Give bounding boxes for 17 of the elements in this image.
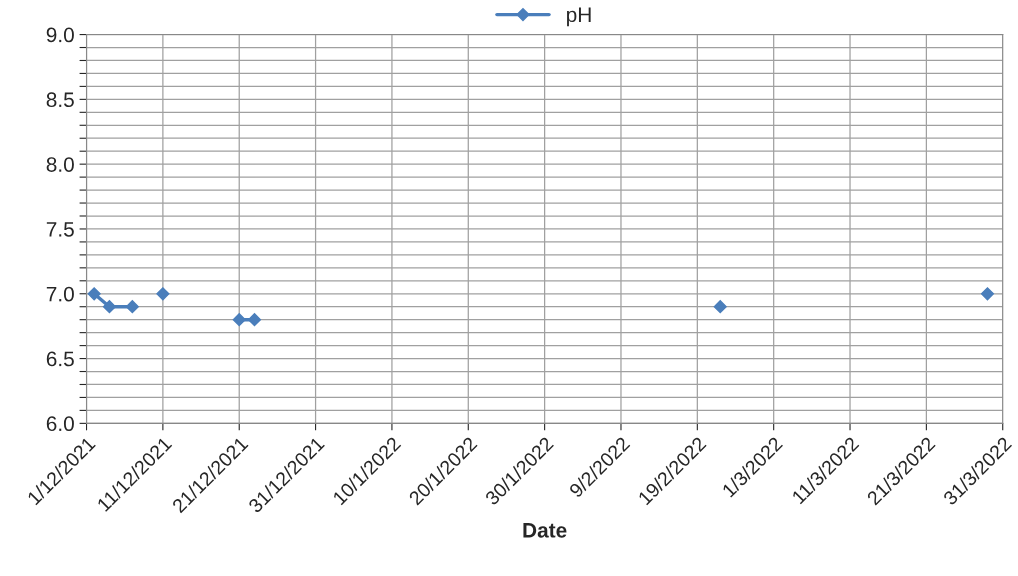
point — [102, 300, 117, 314]
y-tick-label: 8.5 — [46, 92, 74, 108]
y-tick-label: 7.0 — [46, 286, 74, 302]
y-tick-label: 7.5 — [46, 222, 74, 237]
point — [980, 287, 995, 301]
point — [125, 300, 139, 314]
y-tick-label: 6.5 — [46, 351, 74, 367]
point — [232, 313, 246, 327]
y-tick-label: 8.0 — [46, 157, 74, 172]
point — [713, 300, 727, 314]
point — [87, 287, 101, 301]
y-tick-label: 6.0 — [46, 416, 74, 432]
legend-label: pH — [567, 7, 591, 27]
point — [247, 313, 262, 327]
y-tick-label: 9.0 — [46, 27, 74, 43]
point — [156, 287, 170, 301]
x-axis-title: Date — [523, 523, 567, 538]
